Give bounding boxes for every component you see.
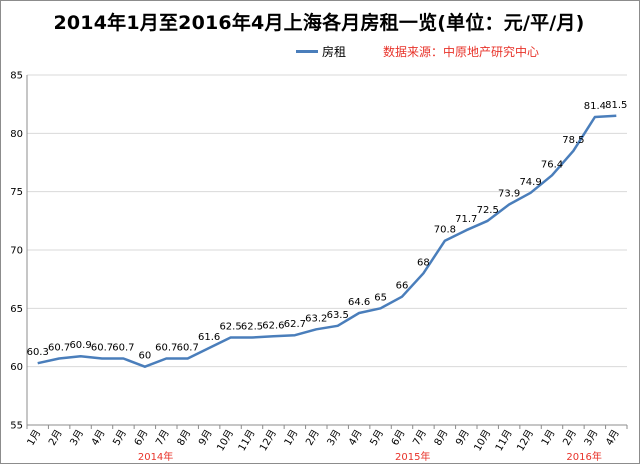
x-tick-label: 9月 bbox=[453, 428, 472, 448]
x-tick-label: 10月 bbox=[214, 428, 236, 454]
data-label: 62.6 bbox=[262, 320, 284, 331]
data-label: 63.2 bbox=[305, 313, 327, 324]
x-tick-label: 12月 bbox=[257, 428, 279, 454]
data-label: 71.7 bbox=[455, 214, 477, 225]
x-tick-label: 9月 bbox=[196, 428, 215, 448]
data-label: 63.5 bbox=[327, 310, 349, 321]
x-tick-label: 3月 bbox=[582, 428, 601, 448]
x-tick-label: 6月 bbox=[132, 428, 151, 448]
x-tick-label: 12月 bbox=[514, 428, 536, 454]
y-tick-label: 85 bbox=[10, 71, 23, 82]
x-tick-label: 7月 bbox=[153, 428, 172, 448]
x-tick-label: 2月 bbox=[303, 428, 322, 448]
x-tick-label: 4月 bbox=[346, 428, 365, 448]
x-tick-label: 3月 bbox=[325, 428, 344, 448]
x-tick-label: 11月 bbox=[493, 428, 515, 454]
data-label: 76.4 bbox=[541, 159, 563, 170]
data-label: 61.6 bbox=[198, 332, 220, 343]
y-tick-label: 60 bbox=[10, 362, 23, 373]
series-line-房租 bbox=[37, 114, 617, 368]
y-tick-label: 80 bbox=[10, 129, 23, 140]
x-tick-label: 4月 bbox=[89, 428, 108, 448]
data-label: 81.4 bbox=[584, 101, 606, 112]
data-label: 60.7 bbox=[91, 343, 113, 354]
data-label: 62.5 bbox=[241, 322, 263, 333]
x-tick-label: 8月 bbox=[432, 428, 451, 448]
source-note: 数据来源：中原地产研究中心 bbox=[383, 45, 540, 59]
x-tick-label: 3月 bbox=[68, 428, 87, 448]
y-tick-label: 70 bbox=[10, 246, 23, 257]
x-tick-labels: 1月 2月 3月 4月 5月 6月 7月 8月 9月 10月 11月 12月 1月 2月 3月 4月 5月 6月 7… bbox=[25, 428, 622, 454]
x-tick-label: 7月 bbox=[410, 428, 429, 448]
legend-label: 房租 bbox=[322, 45, 347, 59]
data-label: 60.9 bbox=[69, 340, 91, 351]
year-labels: 2014年 2015年 2016年 bbox=[138, 450, 602, 463]
data-label: 60.7 bbox=[48, 343, 70, 354]
data-label: 60 bbox=[138, 351, 151, 362]
x-tick-label: 8月 bbox=[175, 428, 194, 448]
chart-title: 2014年1月至2016年4月上海各月房租一览(单位：元/平/月) bbox=[53, 12, 585, 34]
data-label: 62.5 bbox=[219, 322, 241, 333]
data-label: 73.9 bbox=[498, 189, 520, 200]
x-tick-label: 6月 bbox=[389, 428, 408, 448]
x-tick-label: 1月 bbox=[25, 428, 44, 448]
data-label: 81.5 bbox=[605, 100, 627, 111]
x-tick-label: 11月 bbox=[236, 428, 258, 454]
x-tick-label: 1月 bbox=[539, 428, 558, 448]
data-label: 64.6 bbox=[348, 297, 370, 308]
data-label: 66 bbox=[396, 281, 409, 292]
data-label: 60.7 bbox=[155, 343, 177, 354]
y-tick-label: 55 bbox=[10, 421, 23, 432]
year-label: 2014年 bbox=[138, 450, 173, 463]
year-label: 2015年 bbox=[395, 450, 430, 463]
x-tick-label: 2月 bbox=[46, 428, 65, 448]
y-tick-labels: 55 60 65 70 75 80 85 bbox=[10, 71, 23, 432]
gridlines bbox=[27, 74, 627, 426]
legend-swatch bbox=[296, 50, 318, 53]
series-lines bbox=[37, 114, 617, 368]
data-label: 62.7 bbox=[284, 319, 306, 330]
data-label: 74.9 bbox=[519, 177, 541, 188]
data-label: 78.5 bbox=[562, 135, 584, 146]
x-tick-label: 2月 bbox=[560, 428, 579, 448]
data-label: 60.3 bbox=[27, 347, 49, 358]
x-tick-label: 5月 bbox=[368, 428, 387, 448]
x-tick-label: 4月 bbox=[603, 428, 622, 448]
legend: 房租 bbox=[296, 43, 346, 60]
y-tick-label: 65 bbox=[10, 304, 23, 315]
x-tick-label: 1月 bbox=[282, 428, 301, 448]
axes bbox=[26, 75, 628, 429]
data-label: 60.7 bbox=[112, 343, 134, 354]
data-label: 72.5 bbox=[477, 205, 499, 216]
x-tick-label: 5月 bbox=[110, 428, 129, 448]
data-label: 70.8 bbox=[434, 225, 456, 236]
data-label: 60.7 bbox=[177, 343, 199, 354]
data-label: 68 bbox=[417, 257, 430, 268]
year-label: 2016年 bbox=[566, 450, 601, 463]
y-tick-label: 75 bbox=[10, 187, 23, 198]
x-tick-label: 10月 bbox=[472, 428, 494, 454]
data-label: 65 bbox=[374, 292, 387, 303]
